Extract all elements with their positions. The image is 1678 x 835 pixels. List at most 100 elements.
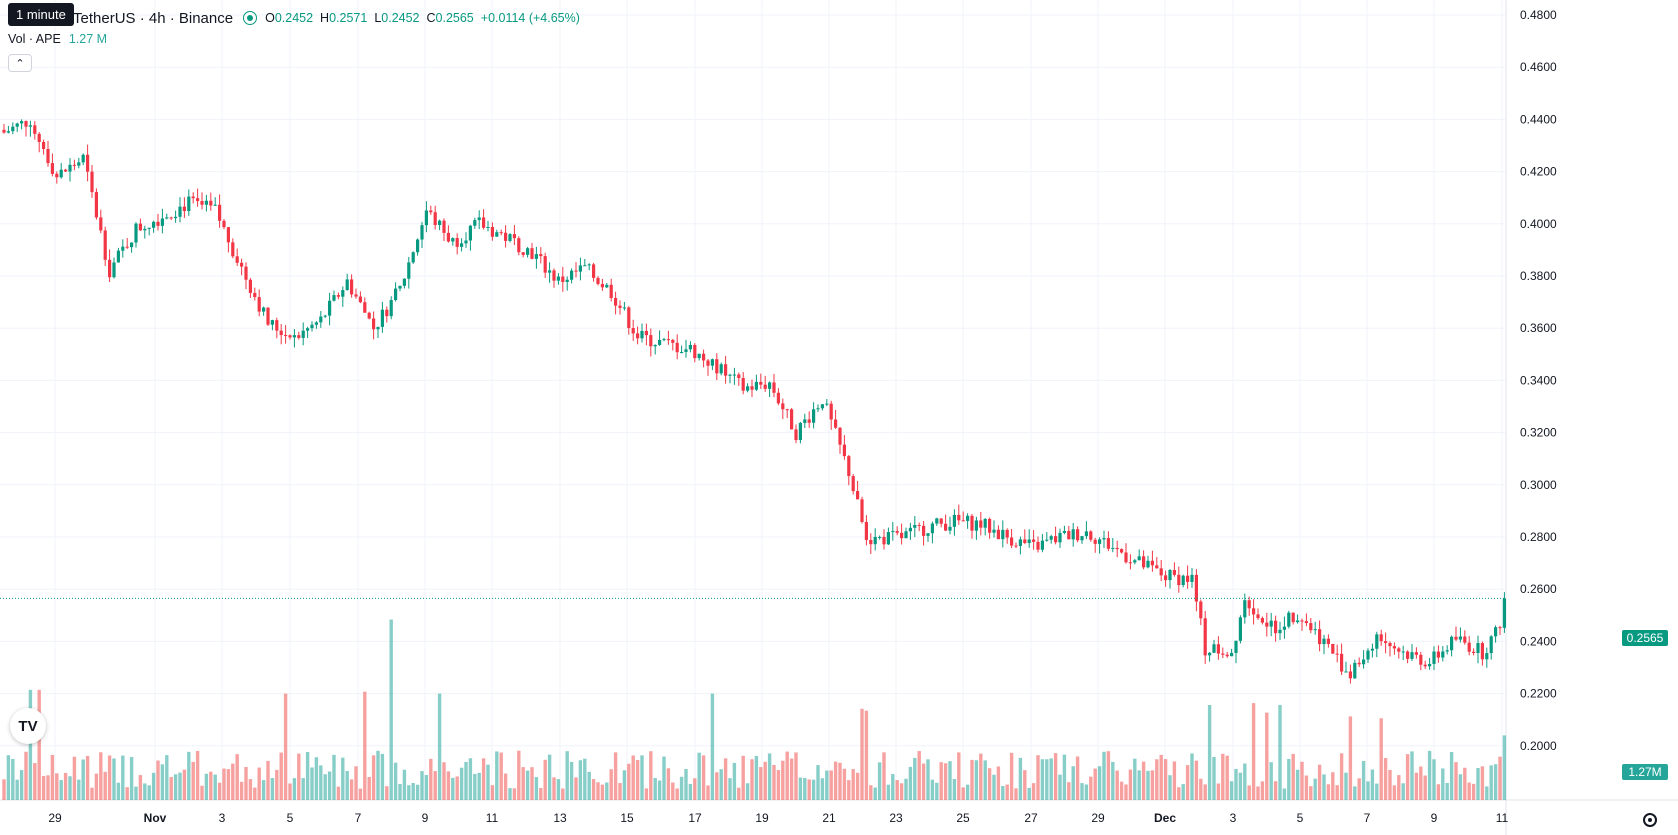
- candle-body: [952, 514, 956, 527]
- candle-body: [407, 262, 411, 279]
- volume-bar: [772, 764, 776, 800]
- volume-legend-value: 1.27 M: [68, 32, 108, 46]
- volume-bar: [1225, 755, 1229, 800]
- collapse-legend-button[interactable]: ⌃: [8, 54, 32, 72]
- volume-bar: [899, 783, 904, 800]
- volume-bar: [1445, 782, 1449, 800]
- volume-bar: [917, 751, 921, 800]
- candle-body: [1247, 600, 1251, 609]
- volume-bar: [99, 752, 103, 800]
- volume-bar: [1177, 787, 1181, 800]
- time-tick-label: 7: [1364, 811, 1371, 825]
- volume-bar: [948, 761, 952, 800]
- volume-bar: [28, 689, 33, 800]
- volume-bar: [1480, 766, 1485, 800]
- candle-body: [482, 217, 486, 228]
- volume-bar: [1137, 770, 1141, 800]
- volume-bar: [723, 758, 728, 800]
- volume-bar: [1031, 783, 1036, 800]
- axis-tags: 0.2565 1.27M: [1622, 630, 1668, 780]
- time-axis[interactable]: 29 Nov 3 5 7 9 11 13 15 17 19 21 23 25 27 29 Dec 3 5 7 9 11: [48, 811, 1508, 825]
- candle-body: [1155, 565, 1159, 569]
- volume-bar: [55, 773, 59, 800]
- volume-bar: [1181, 784, 1185, 800]
- candle-body: [552, 270, 556, 281]
- candle-body: [917, 524, 921, 526]
- volume-bar: [1018, 757, 1023, 800]
- candle-body: [737, 374, 741, 379]
- volume-bar: [719, 769, 723, 800]
- volume-bar: [1040, 759, 1045, 800]
- price-tick-label: 0.3600: [1520, 321, 1557, 335]
- candle-body: [178, 206, 182, 217]
- candle-body: [490, 227, 494, 237]
- candle-body: [1018, 539, 1022, 546]
- symbol-title[interactable]: TetherUS · 4h · Binance: [73, 9, 234, 27]
- gear-icon[interactable]: [1643, 813, 1657, 827]
- candle-body: [288, 335, 292, 338]
- volume-bar: [992, 774, 996, 800]
- volume-bar: [600, 784, 605, 800]
- volume-bar: [745, 783, 750, 800]
- volume-bar: [864, 710, 869, 800]
- candle-body: [477, 217, 481, 221]
- candle-body: [1392, 646, 1396, 649]
- candle-body: [798, 422, 802, 441]
- volume-bar: [970, 759, 974, 800]
- candle-body: [1181, 575, 1185, 586]
- volume-bar: [200, 785, 204, 800]
- candle-body: [108, 259, 112, 278]
- candle-body: [992, 529, 996, 533]
- candle-body: [1300, 620, 1304, 622]
- candle-body: [1326, 638, 1330, 644]
- candle-body: [244, 266, 248, 280]
- tradingview-logo-icon[interactable]: TV: [10, 708, 46, 744]
- volume-bar: [1502, 735, 1507, 800]
- volume-bar: [1317, 764, 1322, 800]
- volume-bar: [415, 784, 420, 800]
- candle-body: [306, 328, 310, 331]
- volume-bar: [187, 751, 191, 800]
- market-status-icon[interactable]: [243, 11, 258, 25]
- candle-body: [15, 123, 19, 127]
- candle-body: [1362, 659, 1366, 665]
- volume-bar: [1168, 775, 1172, 800]
- volume-bar: [165, 755, 169, 800]
- candle-body: [1071, 529, 1075, 540]
- volume-bar: [816, 765, 820, 800]
- volume-bar: [913, 757, 917, 800]
- volume-bar: [279, 752, 283, 800]
- candle-body: [526, 248, 530, 255]
- volume-bar: [301, 778, 305, 800]
- candle-body: [1423, 664, 1427, 667]
- candle-body: [1067, 530, 1071, 540]
- volume-legend-label[interactable]: Vol · APE: [8, 32, 61, 46]
- candle-body: [165, 217, 169, 219]
- price-tick-label: 0.3800: [1520, 269, 1557, 283]
- symbol-legend: TetherUS · 4h · Binance O0.2452 H0.2571 …: [8, 8, 580, 28]
- candle-body: [1186, 575, 1190, 582]
- candle-body: [1084, 531, 1088, 537]
- candle-body: [970, 515, 974, 531]
- volume-bar: [1304, 775, 1309, 800]
- volume-bar: [226, 769, 231, 800]
- volume-bar: [908, 766, 913, 800]
- high-label: H: [320, 11, 330, 25]
- candle-body: [402, 278, 406, 286]
- price-tick-label: 0.2800: [1520, 530, 1557, 544]
- price-tick-label: 0.3400: [1520, 373, 1557, 387]
- volume-bar: [965, 784, 970, 800]
- volume-bar: [429, 758, 433, 800]
- volume-bar: [103, 771, 107, 800]
- candle-body: [706, 360, 710, 366]
- volume-bar: [275, 769, 279, 800]
- volume-bar: [358, 788, 363, 800]
- volume-bar: [81, 759, 85, 800]
- candle-body: [741, 378, 745, 391]
- price-axis[interactable]: 0.4800 0.4600 0.4400 0.4200 0.4000 0.3800 0.36…: [1520, 8, 1557, 753]
- candle-body: [345, 279, 349, 291]
- volume-bar: [77, 779, 81, 800]
- candle-body: [314, 322, 318, 325]
- candle-body: [570, 270, 574, 280]
